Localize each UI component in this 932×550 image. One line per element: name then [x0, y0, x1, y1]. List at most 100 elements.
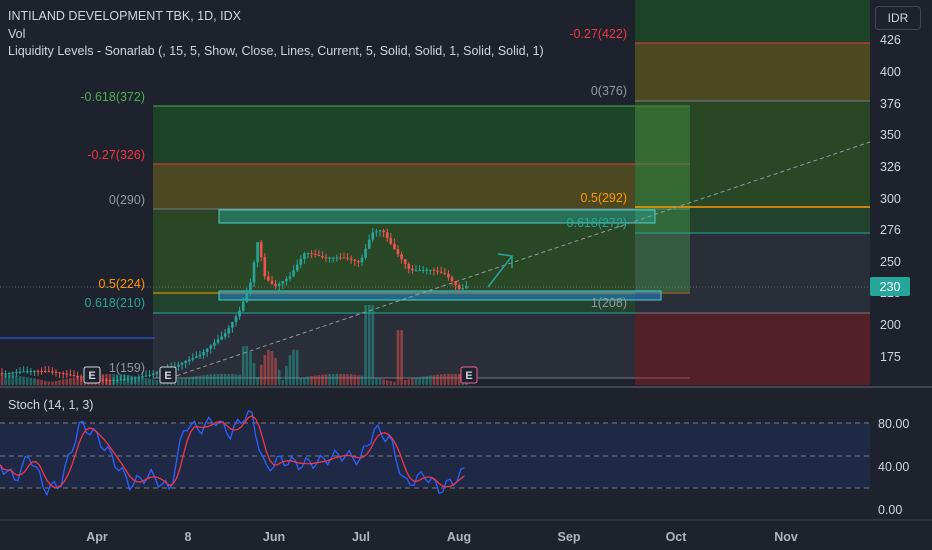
candle: [252, 262, 256, 283]
volume-bar: [378, 378, 382, 385]
candle: [22, 371, 25, 373]
volume-bar: [349, 374, 353, 385]
volume-bar: [180, 378, 184, 385]
volume-bar: [43, 380, 47, 385]
fib-zones-left: [153, 105, 690, 379]
volume-bar: [425, 376, 429, 385]
candle: [339, 257, 342, 259]
candle: [454, 281, 457, 286]
candle: [198, 355, 202, 357]
time-tick: Jul: [352, 530, 370, 544]
candle: [411, 268, 414, 271]
candle: [429, 269, 432, 271]
volume-bar: [396, 330, 400, 385]
price-tick: 175: [880, 350, 901, 364]
stoch-legend[interactable]: Stoch (14, 1, 3): [8, 398, 94, 412]
candle: [137, 376, 141, 378]
candle: [321, 255, 324, 258]
volume-bar: [371, 305, 375, 385]
volume-bar: [177, 379, 180, 385]
volume-bar: [7, 374, 11, 385]
volume-bar: [414, 377, 418, 385]
currency-button[interactable]: IDR: [875, 6, 921, 30]
price-tick: 326: [880, 160, 901, 174]
price-tick: 350: [880, 128, 901, 142]
volume-bar: [281, 379, 285, 385]
volume-bar: [418, 377, 421, 385]
candle: [299, 258, 303, 265]
volume-bar: [403, 379, 407, 385]
volume-bar: [25, 377, 29, 385]
candle: [346, 257, 349, 259]
candle: [15, 372, 18, 374]
volume-bar: [234, 374, 238, 385]
fib-label-left: 0(290): [109, 193, 145, 207]
candle: [36, 370, 40, 372]
volume-bar: [285, 366, 288, 385]
price-tick: 250: [880, 255, 901, 269]
candle: [310, 253, 313, 255]
projection-arrow[interactable]: [487, 253, 513, 288]
volume-bar: [144, 377, 148, 385]
volume-bar: [346, 374, 349, 385]
candle: [393, 243, 396, 250]
candle: [144, 375, 148, 377]
volume-bar: [18, 375, 22, 385]
volume-bar: [0, 374, 4, 385]
candle: [11, 372, 15, 374]
volume-bar: [65, 378, 69, 385]
volume-bar: [259, 364, 263, 385]
candle: [180, 362, 184, 365]
candle: [432, 269, 436, 271]
candle: [238, 310, 241, 317]
volume-bar: [263, 354, 267, 385]
candle: [54, 371, 58, 373]
candle: [357, 261, 360, 263]
volume-bar: [447, 374, 450, 385]
stoch-axis[interactable]: 80.00 40.00 0.00: [878, 417, 909, 517]
volume-bar: [198, 375, 202, 385]
volume-bar: [231, 374, 234, 385]
earnings-markers[interactable]: E E E: [83, 366, 478, 384]
candle: [382, 230, 385, 233]
fib-label-right: 1(208): [591, 296, 627, 310]
time-tick: Sep: [558, 530, 581, 544]
candle: [112, 379, 115, 381]
volume-bar: [364, 305, 367, 385]
candle: [72, 375, 76, 377]
candle: [342, 257, 346, 259]
volume-bar: [202, 375, 205, 385]
fib-labels-right: -0.27(422) 0(376) 0.5(292) 0.618(272) 1(…: [567, 27, 627, 310]
candle: [4, 373, 7, 375]
candle: [241, 301, 245, 311]
volume-bar: [148, 378, 151, 385]
legend-symbol[interactable]: INTILAND DEVELOPMENT TBK, 1D, IDX: [8, 9, 241, 23]
volume-bar: [195, 376, 198, 385]
candle: [205, 348, 209, 352]
volume-bar: [353, 374, 357, 385]
time-axis[interactable]: Apr 8 Jun Jul Aug Sep Oct Nov: [86, 530, 798, 544]
volume-bar: [11, 375, 15, 385]
volume-bar: [220, 374, 223, 385]
price-axis[interactable]: 426 400 376 350 326 300 276 250 225 200 …: [880, 33, 901, 364]
candle: [43, 371, 47, 373]
volume-bar: [15, 375, 18, 385]
candle: [123, 379, 126, 381]
candle: [115, 379, 119, 381]
legend-indicator[interactable]: Liquidity Levels - Sonarlab (, 15, 5, Sh…: [8, 44, 544, 58]
current-price-badge: 230: [870, 277, 910, 296]
candle: [324, 257, 328, 259]
candle: [202, 351, 205, 356]
volume-bar: [360, 375, 364, 385]
fib-label-left: 1(159): [109, 361, 145, 375]
candle: [288, 276, 292, 279]
candle: [425, 269, 429, 271]
earnings-marker: E: [465, 370, 472, 382]
liquidity-boxes[interactable]: [0, 209, 870, 339]
legend-volume[interactable]: Vol: [8, 27, 26, 41]
volume-bars: [0, 305, 468, 385]
price-tick: 276: [880, 223, 901, 237]
candle: [400, 254, 403, 260]
candle: [151, 373, 155, 375]
